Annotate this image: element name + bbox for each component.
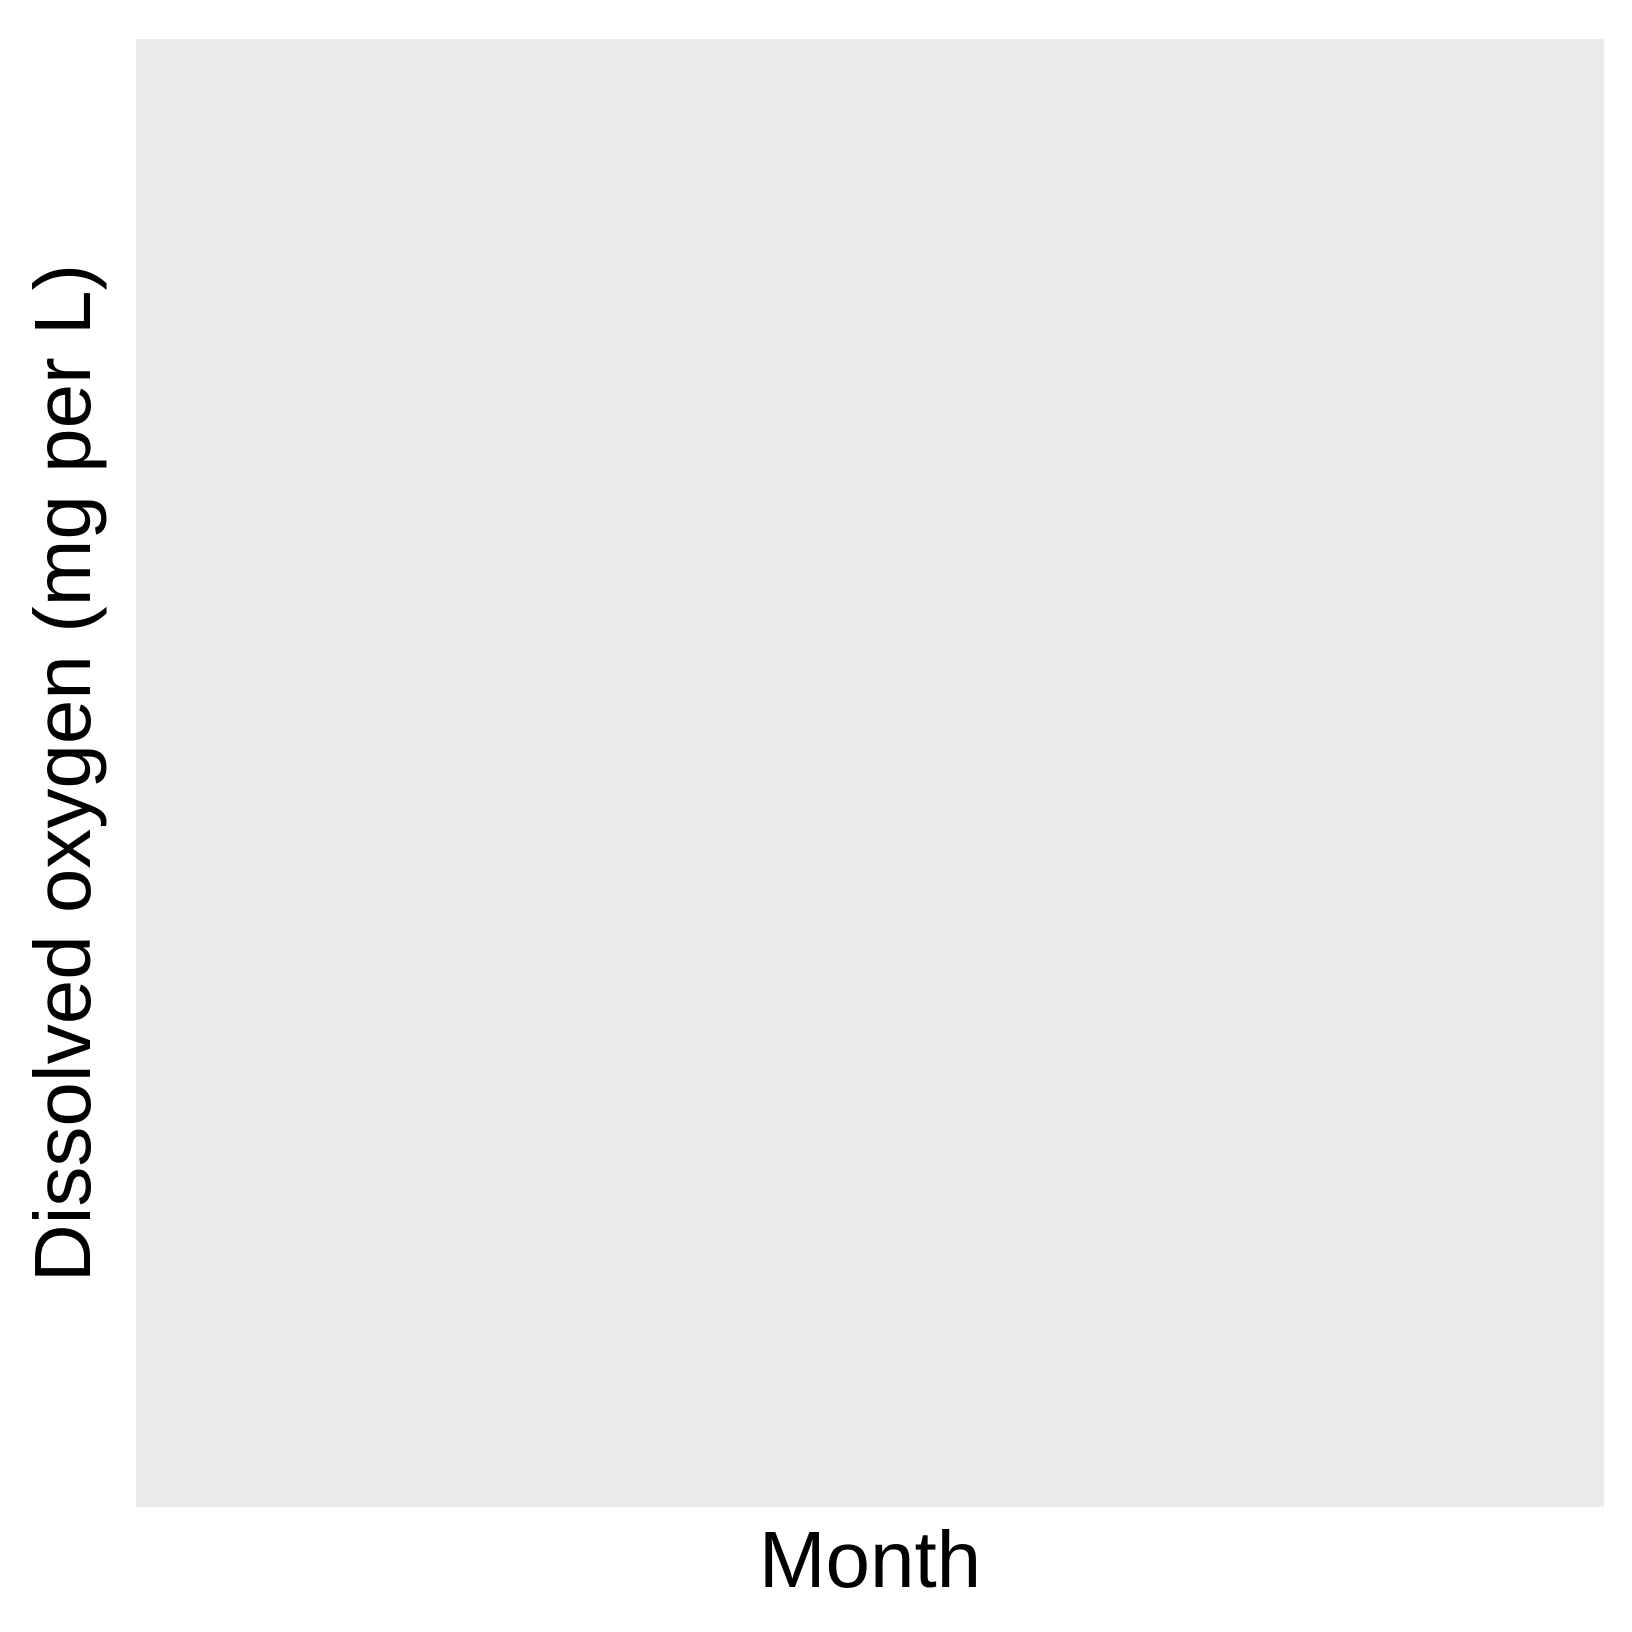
y-axis-title: Dissolved oxygen (mg per L) (18, 263, 107, 1283)
x-axis-title: Month (758, 1515, 982, 1604)
plot-panel (136, 39, 1604, 1507)
